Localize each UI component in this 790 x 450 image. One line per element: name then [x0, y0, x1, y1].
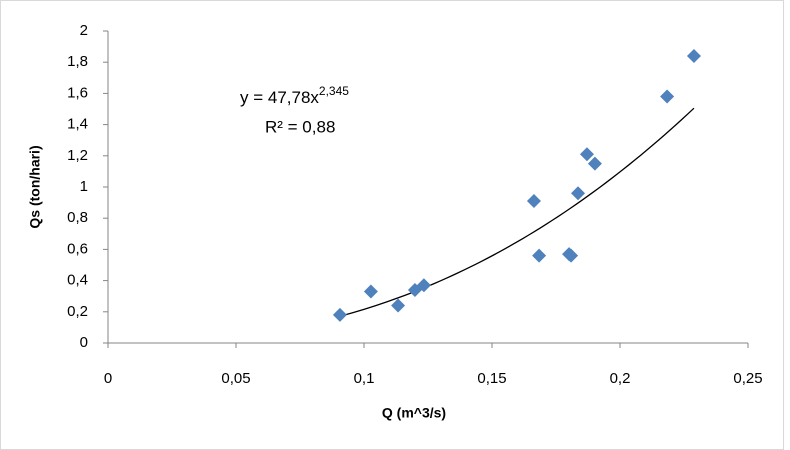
- data-point: [579, 147, 594, 162]
- data-point: [587, 156, 602, 171]
- data-point: [332, 307, 347, 322]
- y-axis-title: Qs (ton/hari): [27, 145, 43, 228]
- x-tick-label: 0,05: [221, 370, 250, 387]
- data-point: [660, 89, 675, 104]
- data-point: [686, 48, 701, 63]
- x-axis-title: Q (m^3/s): [382, 405, 446, 421]
- data-point: [363, 284, 378, 299]
- y-tick-label: 1,2: [67, 147, 88, 164]
- x-tick-label: 0,25: [733, 370, 762, 387]
- y-tick-label: 0,4: [67, 272, 88, 289]
- equation-exponent: 2,345: [319, 84, 349, 98]
- y-tick-label: 2: [80, 22, 88, 39]
- data-point: [391, 298, 406, 313]
- y-tick-label: 1,6: [67, 84, 88, 101]
- y-tick-label: 1,8: [67, 53, 88, 70]
- trendline-equation: y = 47,78x2,345: [240, 84, 349, 107]
- x-tick-label: 0,2: [610, 370, 631, 387]
- y-tick-label: 0,8: [67, 209, 88, 226]
- x-tick-label: 0,1: [354, 370, 375, 387]
- data-point: [526, 194, 541, 209]
- trendline: [339, 107, 695, 317]
- data-point: [564, 248, 579, 263]
- y-tick-label: 0,2: [67, 303, 88, 320]
- x-tick-label: 0: [104, 370, 112, 387]
- y-tick-label: 1: [80, 178, 88, 195]
- data-point: [571, 186, 586, 201]
- y-tick-label: 0,6: [67, 240, 88, 257]
- data-point: [532, 248, 547, 263]
- y-tick-label: 0: [80, 334, 88, 351]
- data-point: [416, 278, 431, 293]
- equation-text: y = 47,78x: [240, 88, 319, 107]
- y-tick-label: 1,4: [67, 116, 88, 133]
- x-tick-label: 0,15: [477, 370, 506, 387]
- r-squared: R² = 0,88: [265, 117, 335, 136]
